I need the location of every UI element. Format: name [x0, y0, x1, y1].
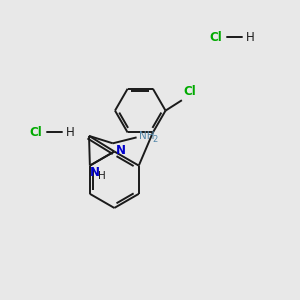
Text: Cl: Cl — [209, 31, 222, 44]
Text: N: N — [90, 166, 100, 178]
Text: H: H — [66, 126, 75, 139]
Text: N: N — [116, 143, 126, 157]
Text: H: H — [98, 171, 106, 181]
Text: 2: 2 — [152, 135, 157, 144]
Text: H: H — [246, 31, 255, 44]
Text: NH: NH — [139, 131, 154, 141]
Text: Cl: Cl — [183, 85, 196, 98]
Text: Cl: Cl — [29, 126, 42, 139]
